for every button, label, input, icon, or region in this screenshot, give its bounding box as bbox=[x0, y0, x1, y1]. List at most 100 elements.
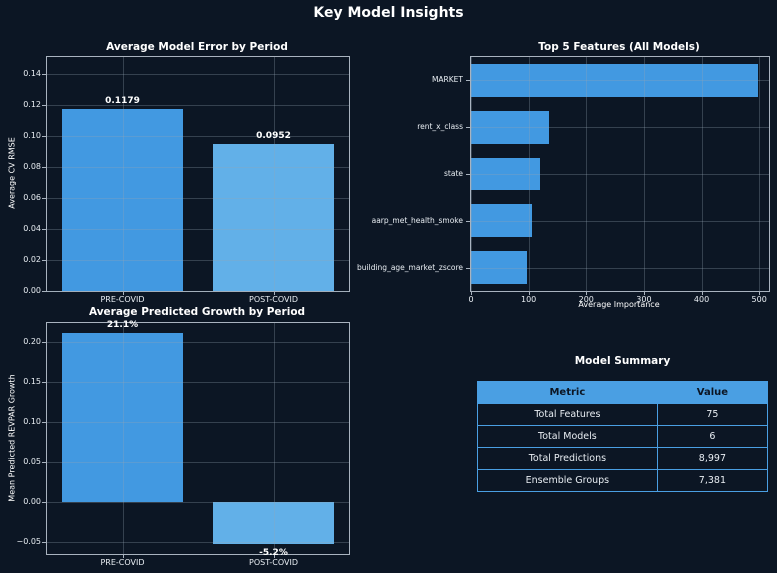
y-tickmark bbox=[42, 342, 47, 344]
x-tickmark bbox=[643, 291, 645, 295]
y-gridline bbox=[47, 167, 349, 169]
bar-POST-COVID bbox=[213, 502, 334, 544]
y-tickmark bbox=[42, 462, 47, 464]
y-tick-label: 0.05 bbox=[23, 457, 41, 467]
x-tickmark bbox=[273, 291, 275, 295]
x-gridline bbox=[759, 57, 761, 291]
x-gridline bbox=[586, 57, 588, 291]
y-gridline bbox=[47, 74, 349, 76]
metric-cell: Total Models bbox=[477, 425, 658, 448]
plot-area-growth-by-period: PRE-COVID 21.1% POST-COVID -5.2% 0.20 0.15 0.1… bbox=[16, 320, 350, 567]
x-gridline bbox=[701, 57, 703, 291]
y-tickmark bbox=[42, 105, 47, 107]
model-summary-table: Metric Value Total Features 75 Total Model… bbox=[477, 381, 769, 492]
x-tickmark bbox=[122, 554, 124, 558]
y-tick-label: 0.00 bbox=[23, 497, 41, 507]
bar-PRE-COVID bbox=[62, 333, 183, 503]
y-tickmark bbox=[42, 422, 47, 424]
summary-header-row: Metric Value bbox=[477, 381, 769, 404]
x-tickmark bbox=[586, 291, 588, 295]
x-tickmark bbox=[701, 291, 703, 295]
y-gridline bbox=[47, 502, 349, 504]
y-gridline bbox=[47, 136, 349, 138]
y-category-label: MARKET bbox=[431, 75, 463, 85]
x-gridline bbox=[122, 323, 124, 554]
y-tickmark bbox=[42, 229, 47, 231]
x-axis-label-average-importance: Average Importance bbox=[578, 300, 660, 309]
y-tickmark bbox=[42, 502, 47, 504]
y-gridline bbox=[47, 198, 349, 200]
y-gridline bbox=[47, 382, 349, 384]
x-gridline bbox=[471, 57, 472, 291]
y-tick-label: 0.20 bbox=[23, 337, 41, 347]
x-tick-label: 500 bbox=[751, 295, 767, 304]
bar-value-label: -5.2% bbox=[259, 547, 288, 558]
y-tickmark bbox=[42, 542, 47, 543]
summary-header-metric: Metric bbox=[477, 381, 658, 404]
x-tickmark bbox=[273, 554, 275, 558]
y-gridline bbox=[47, 291, 349, 292]
y-gridline bbox=[47, 542, 349, 543]
x-tick-label: 100 bbox=[520, 295, 537, 304]
y-tickmark bbox=[42, 198, 47, 200]
y-gridline bbox=[471, 220, 769, 222]
bar-state bbox=[471, 157, 541, 191]
chart-title-top-features: Top 5 Features (All Models) bbox=[538, 41, 700, 53]
y-axis-label-mean-predicted-revpar-growth: Mean Predicted REVPAR Growth bbox=[7, 374, 17, 502]
x-tick-label: POST-COVID bbox=[249, 558, 298, 567]
page-title: Key Model Insights bbox=[313, 5, 464, 21]
y-gridline bbox=[47, 229, 349, 231]
bar-value-label: 0.0952 bbox=[256, 130, 291, 141]
x-gridline bbox=[528, 57, 530, 291]
y-tickmark bbox=[466, 267, 471, 269]
plot-area-avg-model-error: PRE-COVID 0.1179 POST-COVID 0.0952 0.00 0.02 0… bbox=[23, 56, 350, 304]
metric-cell: Total Features bbox=[477, 403, 658, 426]
y-tick-label: 0.10 bbox=[23, 131, 41, 141]
y-tick-label: 0.00 bbox=[23, 286, 41, 295]
x-tick-label: 0 bbox=[468, 295, 474, 304]
y-tick-label: 0.06 bbox=[23, 193, 41, 203]
bar-POST-COVID bbox=[213, 143, 334, 291]
y-tickmark bbox=[42, 136, 47, 138]
bar-value-label: 21.1% bbox=[106, 320, 139, 331]
value-cell: 7,381 bbox=[656, 469, 769, 492]
x-gridline bbox=[643, 57, 645, 291]
x-gridline bbox=[122, 57, 124, 291]
summary-row: Total Predictions 8,997 bbox=[477, 447, 769, 470]
y-gridline bbox=[47, 105, 349, 107]
x-tick-label: PRE-COVID bbox=[100, 295, 145, 304]
y-gridline bbox=[47, 462, 349, 464]
y-tick-label: 0.14 bbox=[23, 69, 41, 79]
metric-cell: Total Predictions bbox=[477, 447, 658, 470]
summary-row: Ensemble Groups 7,381 bbox=[477, 469, 769, 492]
y-tick-label: 0.08 bbox=[23, 162, 41, 172]
y-tick-label: 0.10 bbox=[23, 417, 41, 427]
x-tickmark bbox=[759, 291, 761, 295]
y-tickmark bbox=[42, 291, 47, 292]
model-summary-title: Model Summary bbox=[574, 355, 671, 367]
metric-cell: Ensemble Groups bbox=[477, 469, 658, 492]
plot-area-top-features: MARKET rent_x_class state aarp_met_health_s… bbox=[357, 56, 770, 304]
y-tick-label: 0.15 bbox=[23, 377, 41, 387]
y-tickmark bbox=[42, 74, 47, 76]
bar-MARKET bbox=[471, 64, 759, 97]
y-tickmark bbox=[42, 382, 47, 384]
y-gridline bbox=[47, 342, 349, 344]
summary-row: Total Features 75 bbox=[477, 403, 769, 426]
summary-row: Total Models 6 bbox=[477, 425, 769, 448]
summary-header-value: Value bbox=[656, 381, 769, 404]
y-gridline bbox=[47, 422, 349, 424]
x-gridline bbox=[273, 323, 275, 554]
y-category-label: building_age_market_zscore bbox=[357, 262, 463, 272]
x-tick-label: POST-COVID bbox=[249, 295, 298, 304]
chart-title-growth-by-period: Average Predicted Growth by Period bbox=[88, 306, 306, 318]
value-cell: 75 bbox=[656, 403, 769, 426]
y-tickmark bbox=[466, 220, 471, 222]
y-category-label: aarp_met_health_smoke bbox=[371, 215, 463, 225]
y-tick-label: 0.04 bbox=[23, 224, 41, 234]
x-tick-label: 300 bbox=[636, 295, 652, 304]
x-tickmark bbox=[471, 291, 472, 295]
bar-value-label: 0.1179 bbox=[105, 95, 140, 106]
x-gridline bbox=[273, 57, 275, 291]
